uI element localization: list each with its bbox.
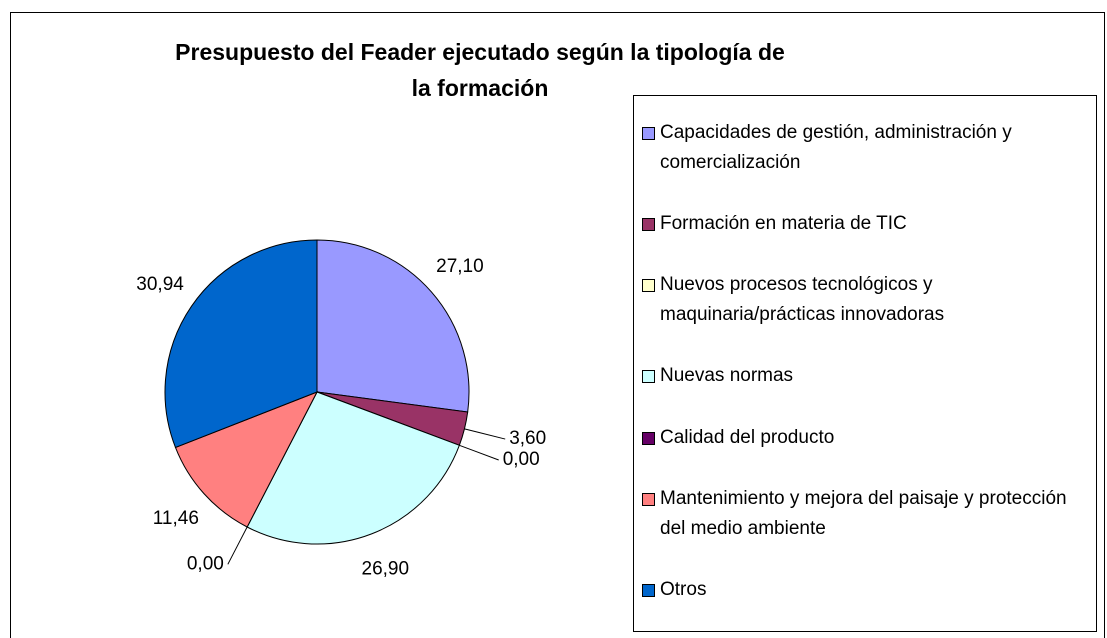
legend-item: Nuevos procesos tecnológicos y maquinari… [642,270,1088,330]
pie-slice [174,391,319,528]
legend-label: Mantenimiento y mejora del paisaje y pro… [660,488,1067,540]
legend-label: Nuevos procesos tecnológicos y maquinari… [660,274,945,326]
data-label: 26,90 [362,558,410,579]
data-label: 0,00 [503,449,540,470]
legend-swatch [642,126,655,140]
legend-swatch [642,493,655,507]
leader-line [464,428,506,440]
data-label: 3,60 [509,428,546,449]
pie-slice [316,239,470,413]
legend-swatch [642,431,655,445]
legend-label: Nuevas normas [660,365,794,387]
pie-slice [164,239,318,449]
legend-swatch [642,217,655,231]
legend-swatch [642,584,655,598]
legend-swatch [642,370,655,384]
legend-item: Mantenimiento y mejora del paisaje y pro… [642,484,1088,544]
chart-title: Presupuesto del Feader ejecutado según l… [175,39,785,101]
legend-item: Otros [642,575,1088,605]
data-label: 30,94 [136,274,184,295]
chart-frame [10,12,1105,638]
legend-item: Nuevas normas [642,361,1088,391]
legend-swatch [642,279,655,293]
legend-item: Calidad del producto [642,423,1088,453]
data-label: 27,10 [436,256,484,277]
legend-item: Capacidades de gestión, administración y… [642,118,1088,178]
legend-label: Otros [660,579,707,601]
legend: Capacidades de gestión, administración y… [633,95,1097,632]
legend-item: Formación en materia de TIC [642,209,1088,239]
pie-slice [246,391,460,545]
data-label: 0,00 [187,553,224,574]
leader-line [459,444,499,461]
legend-label: Capacidades de gestión, administración y… [660,121,1012,173]
data-label: 11,46 [153,508,199,529]
legend-label: Calidad del producto [660,426,835,448]
leader-line [227,526,248,565]
legend-label: Formación en materia de TIC [660,212,907,234]
